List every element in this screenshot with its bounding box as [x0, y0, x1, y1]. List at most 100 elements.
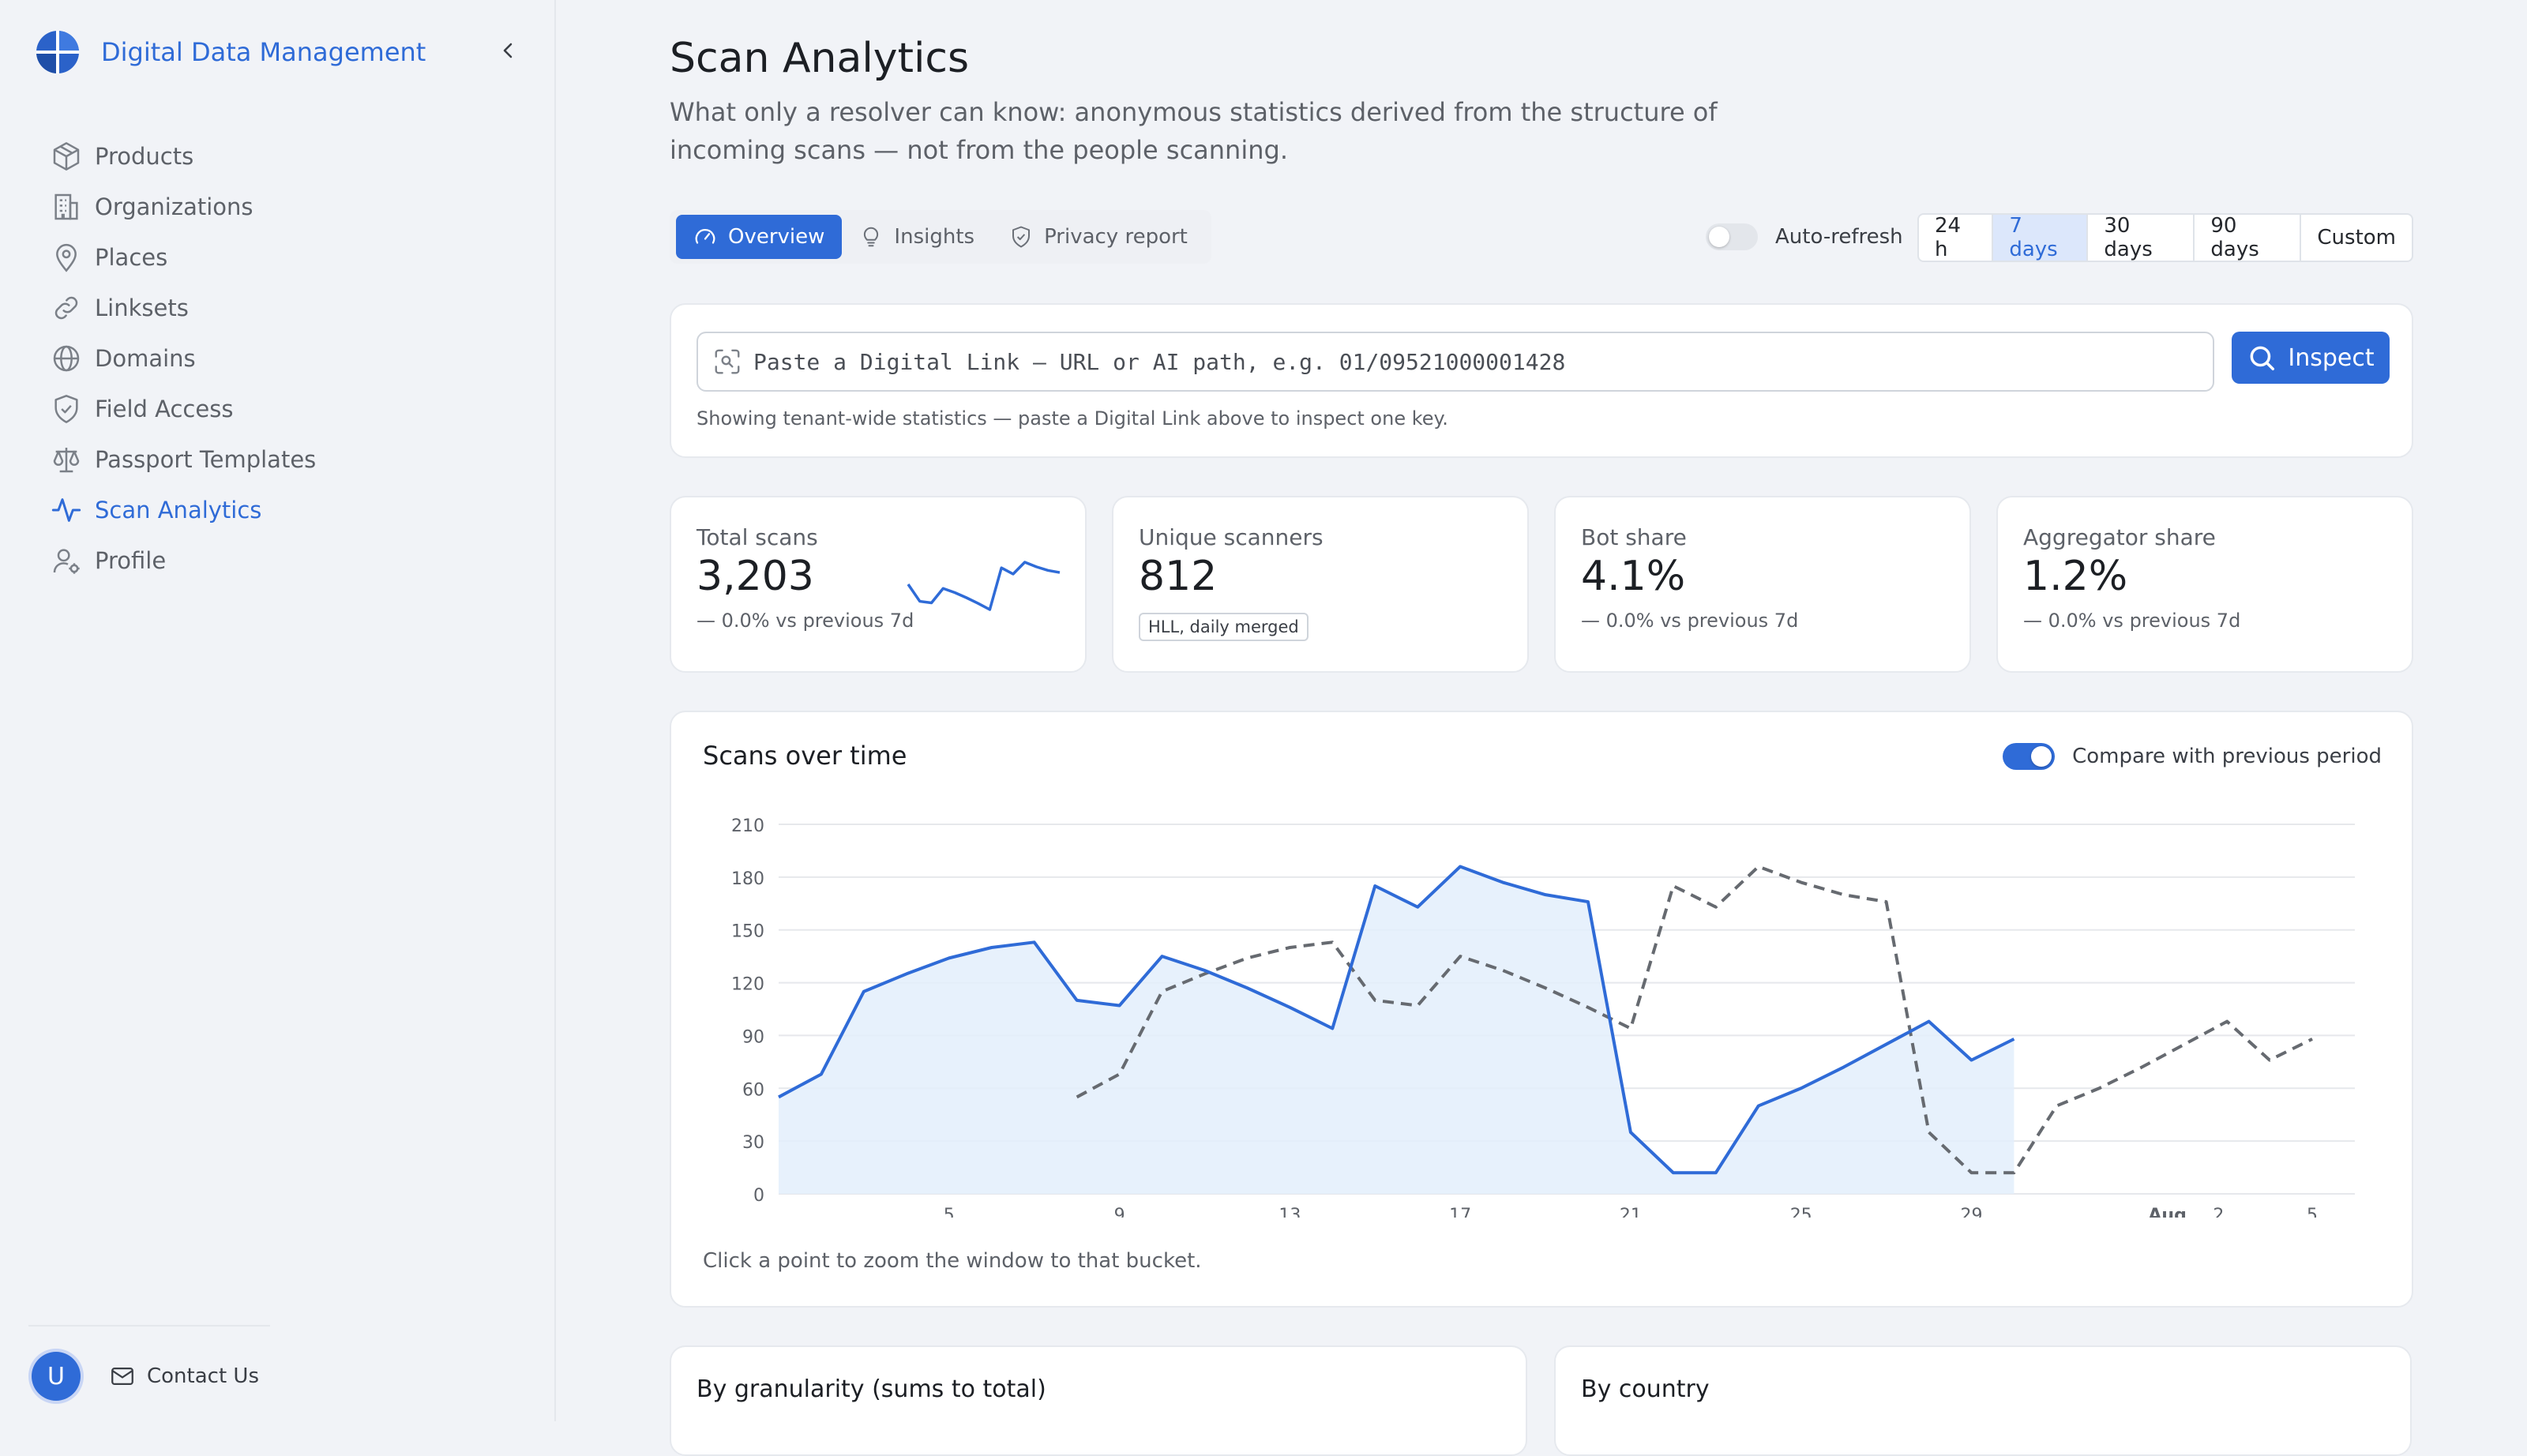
data-point[interactable]: [1326, 1023, 1339, 1035]
brand[interactable]: Digital Data Management: [35, 28, 426, 76]
inspect-hint: Showing tenant-wide statistics — paste a…: [697, 407, 1448, 430]
stat-label: Aggregator share: [2023, 524, 2216, 550]
sparkline-line: [907, 561, 1061, 611]
data-point[interactable]: [2007, 1033, 2020, 1045]
brand-logo-icon: [36, 31, 79, 73]
data-point[interactable]: [1965, 1054, 1977, 1067]
map-pin-icon: [56, 244, 77, 272]
data-point[interactable]: [943, 951, 956, 964]
x-tick-label: 5: [944, 1206, 955, 1218]
lightbulb-icon: [864, 227, 879, 247]
search-icon: [2250, 346, 2275, 370]
range-7-days[interactable]: 7 days: [1993, 215, 2089, 261]
collapse-sidebar-button[interactable]: [494, 36, 523, 65]
scan-search-icon: [715, 349, 740, 374]
data-point[interactable]: [1283, 1001, 1296, 1014]
sidebar-item-places[interactable]: Places: [51, 232, 524, 283]
avatar[interactable]: U: [32, 1352, 81, 1401]
stat-delta: — 0.0% vs previous 7d: [697, 610, 914, 632]
data-point[interactable]: [1539, 888, 1552, 901]
data-point[interactable]: [1752, 1100, 1765, 1113]
data-point[interactable]: [1795, 1082, 1808, 1094]
data-point[interactable]: [1113, 1000, 1126, 1012]
data-point[interactable]: [1838, 1061, 1850, 1074]
data-point[interactable]: [1411, 901, 1424, 914]
stat-label: Unique scanners: [1139, 524, 1324, 550]
contact-us-label: Contact Us: [147, 1364, 259, 1388]
sidebar: Digital Data Management Products Organiz…: [0, 0, 556, 1421]
tab-overview[interactable]: Overview: [676, 215, 843, 259]
contact-us-link[interactable]: Contact Us: [109, 1358, 259, 1394]
x-tick-label: 2: [2213, 1206, 2224, 1218]
inspect-button[interactable]: Inspect: [2232, 332, 2390, 384]
sidebar-item-passport-templates[interactable]: Passport Templates: [51, 434, 524, 485]
sidebar-item-profile[interactable]: Profile: [51, 535, 524, 586]
data-point[interactable]: [1454, 860, 1466, 872]
digital-link-input[interactable]: Paste a Digital Link — URL or AI path, e…: [697, 332, 2214, 392]
scale-icon: [53, 448, 80, 473]
scans-over-time-card: Scans over time Compare with previous pe…: [670, 711, 2413, 1308]
data-point[interactable]: [1198, 964, 1211, 977]
auto-refresh-toggle[interactable]: [1706, 223, 1758, 250]
stat-value: 1.2%: [2023, 553, 2128, 600]
tab-label: Privacy report: [1044, 225, 1188, 249]
range-24h[interactable]: 24 h: [1919, 215, 1994, 261]
sidebar-item-label: Organizations: [95, 193, 253, 220]
data-point[interactable]: [1582, 895, 1594, 908]
range-30-days[interactable]: 30 days: [2088, 215, 2195, 261]
data-point[interactable]: [815, 1068, 828, 1080]
sidebar-item-label: Places: [95, 244, 168, 271]
sidebar-item-field-access[interactable]: Field Access: [51, 384, 524, 434]
tab-insights[interactable]: Insights: [842, 215, 992, 259]
compare-toggle[interactable]: [2003, 743, 2056, 770]
data-point[interactable]: [1667, 1166, 1680, 1179]
sidebar-item-label: Products: [95, 143, 194, 170]
data-point[interactable]: [1241, 981, 1253, 994]
tab-privacy-report[interactable]: Privacy report: [992, 215, 1205, 259]
sidebar-item-label: Domains: [95, 345, 196, 372]
stat-value: 3,203: [697, 553, 814, 600]
y-tick-label: 30: [742, 1133, 764, 1153]
data-point[interactable]: [1496, 876, 1509, 889]
gauge-icon: [695, 229, 715, 244]
stat-delta: — 0.0% vs previous 7d: [2023, 610, 2241, 632]
data-point[interactable]: [1624, 1126, 1637, 1139]
data-point[interactable]: [1028, 936, 1041, 948]
data-point[interactable]: [1880, 1038, 1893, 1051]
sidebar-item-products[interactable]: Products: [51, 131, 524, 182]
data-point[interactable]: [1156, 950, 1169, 963]
stat-card-unique-scanners: Unique scanners 812 HLL, daily merged: [1112, 496, 1529, 673]
data-point[interactable]: [900, 967, 913, 980]
x-tick-label: 13: [1279, 1206, 1301, 1218]
x-tick-label: Aug: [2148, 1206, 2186, 1218]
data-point[interactable]: [1710, 1166, 1722, 1179]
x-tick-label: 21: [1620, 1206, 1642, 1218]
data-point[interactable]: [858, 985, 870, 998]
previous-period-line: [1076, 865, 2313, 1175]
data-point[interactable]: [772, 1090, 785, 1103]
sidebar-item-linksets[interactable]: Linksets: [51, 283, 524, 333]
range-90-days[interactable]: 90 days: [2195, 215, 2302, 261]
data-point[interactable]: [986, 941, 998, 954]
data-point[interactable]: [1071, 994, 1083, 1007]
range-custom[interactable]: Custom: [2317, 226, 2396, 250]
tab-label: Overview: [728, 225, 825, 249]
user-gear-icon: [53, 549, 80, 574]
y-tick-label: 0: [753, 1186, 764, 1206]
sidebar-item-organizations[interactable]: Organizations: [51, 182, 524, 232]
time-range-selector: 24 h 7 days 30 days 90 days Custom: [1917, 213, 2413, 262]
shield-check-icon: [54, 395, 78, 423]
compare-label: Compare with previous period: [2072, 745, 2382, 768]
auto-refresh-label: Auto-refresh: [1775, 225, 1903, 249]
inspect-card: Paste a Digital Link — URL or AI path, e…: [670, 303, 2413, 458]
sidebar-item-domains[interactable]: Domains: [51, 333, 524, 384]
data-point[interactable]: [1923, 1015, 1936, 1028]
page-title: Scan Analytics: [670, 35, 970, 82]
granularity-title: By granularity (sums to total): [697, 1375, 1046, 1403]
sidebar-item-scan-analytics[interactable]: Scan Analytics: [51, 485, 524, 535]
data-point[interactable]: [1369, 880, 1381, 892]
brand-title: Digital Data Management: [101, 37, 426, 67]
activity-icon: [51, 498, 81, 522]
sidebar-item-label: Profile: [95, 547, 167, 574]
